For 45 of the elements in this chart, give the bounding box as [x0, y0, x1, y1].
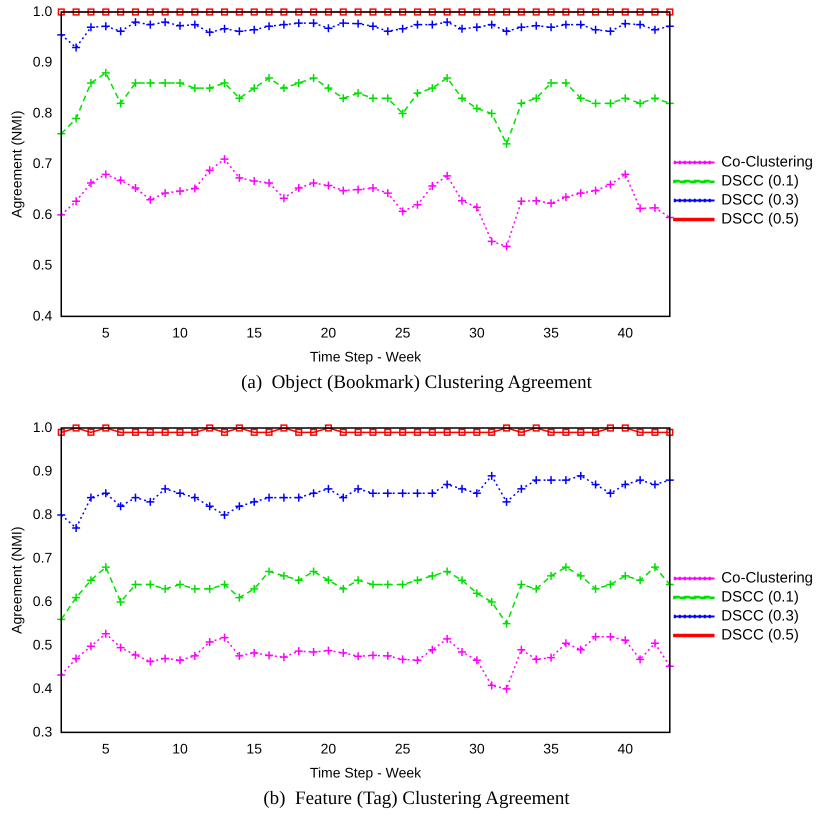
text: (a) Object (Bookmark) Clustering Agreement	[240, 372, 593, 394]
legend-label: DSCC (0.3)	[721, 192, 799, 209]
text: (b) Feature (Tag) Clustering Agreement	[262, 788, 571, 810]
x-tick-label: 15	[246, 740, 262, 757]
y-tick-label: 0.8	[32, 104, 52, 120]
x-axis-title: Time Step - Week	[310, 348, 422, 364]
x-tick-label: 35	[543, 324, 560, 341]
x-tick-label: 5	[102, 324, 110, 341]
legend-label: DSCC (0.5)	[721, 626, 799, 644]
x-tick-label: 25	[394, 324, 411, 341]
y-tick-label: 0.5	[32, 636, 52, 652]
y-tick-label: 0.3	[32, 723, 52, 740]
y-tick-label: 0.5	[32, 256, 52, 273]
legend-label: DSCC (0.5)	[721, 210, 799, 228]
x-tick-label: 35	[543, 740, 560, 757]
y-tick-label: 0.6	[32, 206, 52, 222]
x-tick-label: 30	[469, 324, 485, 341]
x-axis-title: Time Step - Week	[310, 764, 422, 780]
legend-label: Co-Clustering	[721, 154, 814, 171]
legend-label: Co-Clustering	[721, 570, 814, 587]
x-tick-label: 40	[617, 324, 634, 341]
y-tick-label: 0.4	[32, 680, 52, 696]
x-tick-label: 25	[394, 740, 411, 757]
y-tick-label: 0.4	[32, 307, 52, 324]
legend-label: DSCC (0.3)	[721, 608, 799, 625]
x-tick-label: 10	[172, 740, 188, 757]
x-tick-label: 30	[469, 740, 485, 757]
x-tick-label: 5	[102, 740, 110, 757]
y-tick-label: 0.8	[32, 506, 52, 522]
x-tick-label: 10	[172, 324, 188, 341]
x-tick-label: 15	[246, 324, 262, 341]
y-axis-title: Agreement (NMI)	[8, 110, 24, 218]
y-axis-title: Agreement (NMI)	[8, 526, 24, 634]
y-tick-label: 0.7	[32, 549, 52, 566]
y-tick-label: 1.0	[32, 2, 52, 19]
legend-label: DSCC (0.1)	[721, 172, 799, 190]
x-tick-label: 40	[617, 740, 634, 757]
y-tick-label: 0.7	[32, 155, 52, 172]
y-tick-label: 1.0	[32, 418, 52, 435]
x-tick-label: 20	[320, 324, 336, 341]
legend-label: DSCC (0.1)	[721, 588, 799, 606]
y-tick-label: 0.9	[32, 462, 52, 478]
x-tick-label: 20	[320, 740, 336, 757]
y-tick-label: 0.6	[32, 592, 52, 609]
y-tick-label: 0.9	[32, 54, 52, 70]
